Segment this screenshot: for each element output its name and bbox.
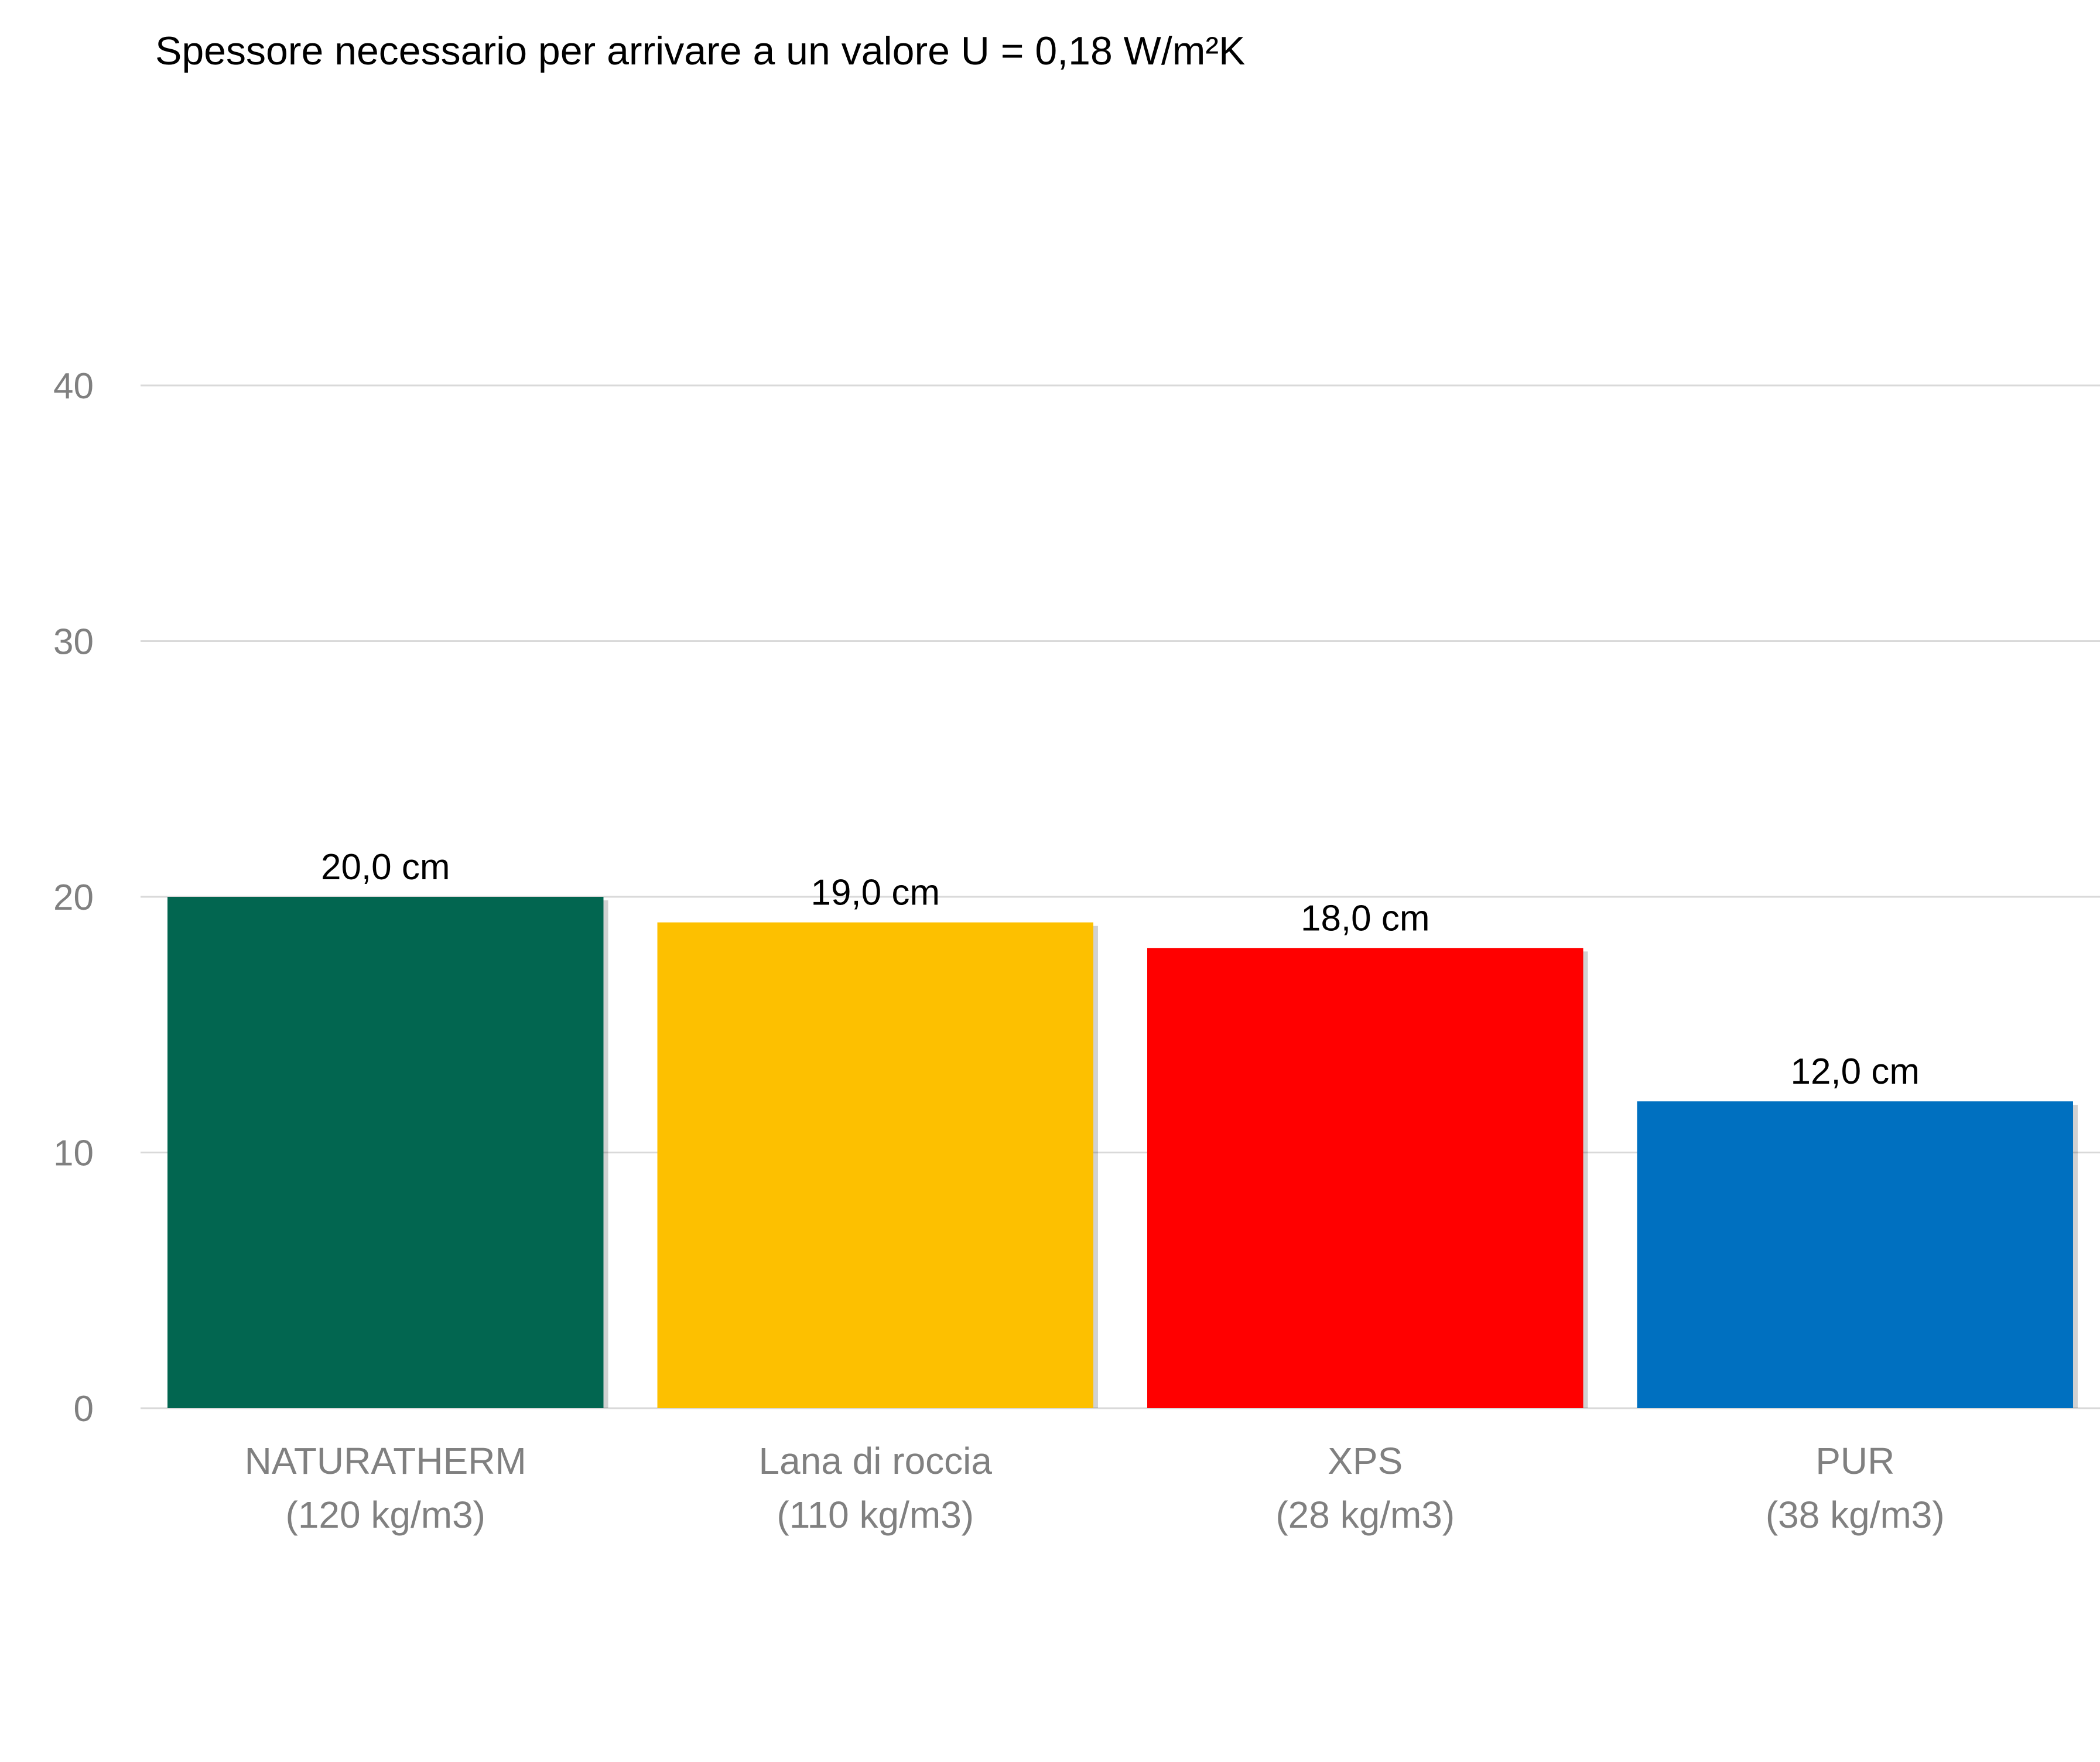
data-labels: 20,0 cm 19,0 cm 18,0 cm 12,0 cm: [321, 847, 1920, 1092]
y-axis-ticks: 0 10 20 30 40: [53, 366, 94, 1429]
y-tick-label: 0: [74, 1389, 94, 1429]
x-tick-label: XPS: [1328, 1440, 1403, 1482]
y-tick-label: 10: [53, 1133, 94, 1174]
x-tick-label: (28 kg/m3): [1275, 1494, 1455, 1536]
x-tick-label: Lana di roccia: [759, 1440, 993, 1482]
category-labels: NATURATHERM (120 kg/m3) Lana di roccia (110…: [245, 1440, 1945, 1536]
bars: [167, 897, 2078, 1408]
data-label: 12,0 cm: [1790, 1051, 1920, 1092]
y-tick-label: 40: [53, 366, 94, 407]
x-tick-label: (110 kg/m3): [777, 1494, 974, 1536]
data-label: 20,0 cm: [321, 847, 450, 887]
y-tick-label: 30: [53, 622, 94, 663]
data-label: 19,0 cm: [810, 873, 940, 913]
x-tick-label: (38 kg/m3): [1766, 1494, 1945, 1536]
bar: [167, 897, 604, 1408]
data-label: 18,0 cm: [1301, 898, 1430, 938]
x-tick-label: (120 kg/m3): [286, 1494, 485, 1536]
bar: [1147, 948, 1583, 1408]
bar: [1637, 1101, 2073, 1408]
chart-title: Spessore necessario per arrivare a un va…: [155, 29, 1245, 73]
x-tick-label: NATURATHERM: [245, 1440, 526, 1482]
bar: [657, 922, 1093, 1408]
x-tick-label: PUR: [1815, 1440, 1894, 1482]
y-tick-label: 20: [53, 877, 94, 918]
